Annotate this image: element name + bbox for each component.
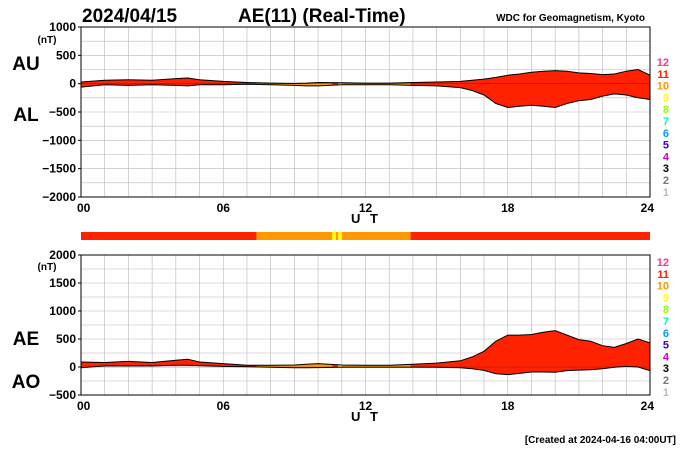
- station-count-segment: [335, 232, 339, 240]
- station-legend-number: 2: [663, 175, 669, 187]
- station-legend-number: 11: [657, 69, 669, 81]
- y-tick-label: −500: [49, 388, 76, 402]
- station-legend-number: 7: [663, 316, 669, 328]
- y-tick-label: −500: [49, 105, 76, 119]
- x-tick-label: 06: [217, 399, 231, 413]
- ae-ao-lines: [80, 330, 651, 376]
- ao-label: AO: [12, 372, 41, 393]
- index-range-fill: [81, 69, 650, 108]
- station-legend-number: 2: [663, 375, 669, 387]
- station-legend-number: 6: [663, 128, 669, 140]
- station-count-segment: [341, 232, 411, 240]
- station-legend-number: 12: [657, 57, 669, 69]
- y-tick-label: 1500: [49, 276, 76, 290]
- y-tick-label: 1000: [49, 304, 76, 318]
- station-legend-number: 4: [663, 151, 670, 163]
- ae-label: AE: [13, 329, 39, 350]
- ae-ao-x-axis-label: U T: [351, 409, 381, 424]
- au-al-y-ticks: 1000 500 0 −500 −1000 −1500 −2000: [42, 20, 81, 204]
- station-legend-number: 5: [663, 340, 669, 352]
- y-tick-label: 500: [56, 48, 76, 62]
- y-tick-label: 1000: [49, 20, 76, 34]
- station-count-segment: [256, 232, 333, 240]
- station-legend-number: 9: [663, 92, 669, 104]
- station-legend-number: 3: [663, 363, 669, 375]
- x-tick-label: 06: [217, 201, 231, 215]
- ae-ao-unit-label: (nT): [38, 262, 57, 273]
- created-timestamp: [Created at 2024-04-16 04:00UT]: [525, 435, 676, 446]
- x-tick-label: 00: [77, 201, 91, 215]
- station-count-segment: [332, 232, 336, 240]
- station-legend-number: 10: [657, 81, 669, 93]
- y-tick-label: 0: [69, 360, 76, 374]
- ae-ao-frame: [80, 254, 651, 396]
- y-tick-label: −1500: [42, 162, 76, 176]
- station-legend-number: 1: [663, 387, 669, 399]
- au-al-x-axis-label: U T: [351, 211, 381, 226]
- ae-ao-x-ticks: 00 06 12 18 24: [77, 399, 654, 413]
- station-legend-number: 3: [663, 163, 669, 175]
- au-al-lines: [80, 68, 651, 109]
- series-line-al: [80, 83, 651, 109]
- station-legend-number: 1: [663, 187, 669, 199]
- al-label: AL: [13, 105, 39, 126]
- data-source: WDC for Geomagnetism, Kyoto: [496, 13, 645, 24]
- x-tick-label: 18: [501, 201, 515, 215]
- x-tick-label: 12: [359, 201, 373, 215]
- station-count-segment: [81, 232, 257, 240]
- au-al-x-ticks: 00 06 12 18 24: [77, 201, 654, 215]
- plot-title: AE(11) (Real-Time): [238, 6, 406, 27]
- y-tick-label: 500: [56, 332, 76, 346]
- au-al-grid: [81, 27, 650, 197]
- x-tick-label: 18: [501, 399, 515, 413]
- station-legend-number: 6: [663, 328, 669, 340]
- series-line-au: [80, 68, 651, 84]
- x-tick-label: 24: [641, 399, 655, 413]
- au-al-unit-label: (nT): [38, 35, 57, 46]
- station-legend-number: 11: [657, 269, 669, 281]
- station-count-segment: [338, 232, 342, 240]
- x-tick-label: 12: [359, 399, 373, 413]
- station-legend-number: 9: [663, 292, 669, 304]
- station-legend-number: 5: [663, 140, 669, 152]
- series-line-ao: [80, 364, 651, 376]
- au-label: AU: [12, 54, 39, 75]
- station-legend-number: 8: [663, 304, 669, 316]
- ae-ao-grid: [81, 255, 650, 395]
- station-count-bar: [81, 232, 650, 240]
- x-tick-label: 00: [77, 399, 91, 413]
- ae-ao-y-ticks: 2000 1500 1000 500 0 −500: [49, 248, 81, 402]
- station-legend-number: 8: [663, 104, 669, 116]
- station-legend-number: 7: [663, 116, 669, 128]
- station-legend-number: 12: [657, 257, 669, 269]
- y-tick-label: −2000: [42, 190, 76, 204]
- station-count-fill: [341, 364, 411, 368]
- plot-date: 2024/04/15: [82, 6, 178, 27]
- y-tick-label: −1000: [42, 133, 76, 147]
- y-tick-label: 0: [69, 77, 76, 91]
- station-legend-number: 4: [663, 351, 670, 363]
- station-count-fill: [256, 363, 333, 368]
- x-tick-label: 24: [641, 201, 655, 215]
- station-count-segment: [410, 232, 650, 240]
- series-line-ae: [80, 330, 651, 366]
- station-legend-number: 10: [657, 281, 669, 293]
- y-tick-label: 2000: [49, 248, 76, 262]
